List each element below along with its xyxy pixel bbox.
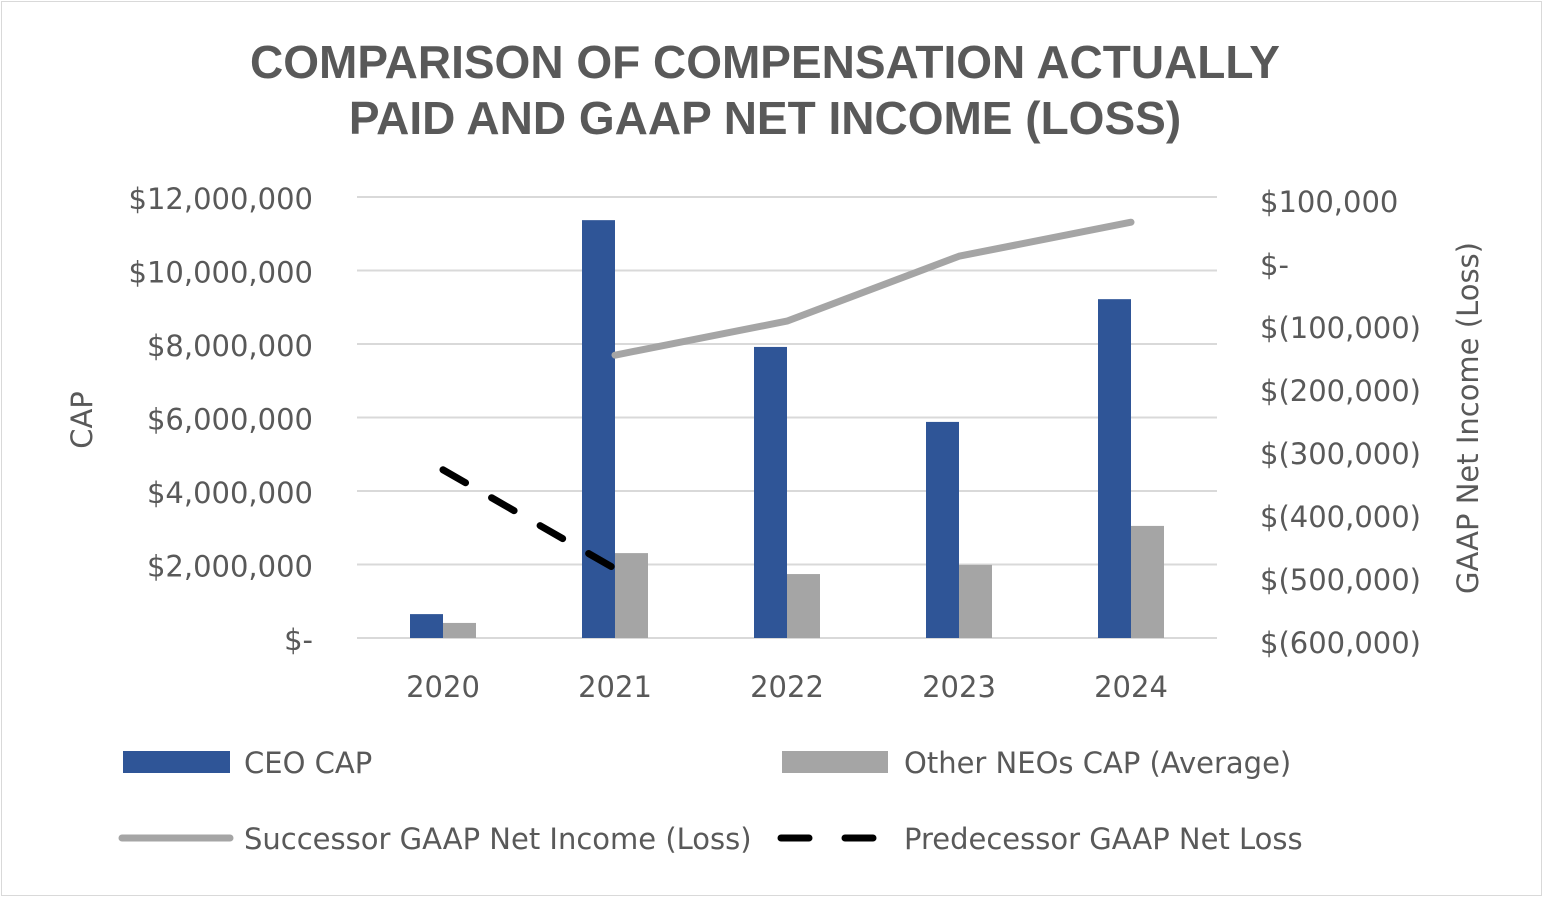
y-tick-label: $2,000,000 xyxy=(147,550,313,584)
bar-ceo-cap xyxy=(926,421,959,638)
x-tick-label: 2024 xyxy=(1094,670,1168,704)
successor-line xyxy=(611,218,1135,359)
y-axis-label: CAP xyxy=(65,391,99,449)
chart-title-line-2: PAID AND GAAP NET INCOME (LOSS) xyxy=(349,92,1181,144)
bar-ceo-cap xyxy=(1098,299,1131,638)
legend-label-ceo-cap: CEO CAP xyxy=(244,746,372,780)
bar-ceo-cap xyxy=(754,346,787,638)
bar-ceo-cap xyxy=(410,614,443,638)
legend-swatch-ceo-cap xyxy=(123,751,230,773)
bar-other-neos-cap xyxy=(787,574,820,638)
y2-axis-label: GAAP Net Income (Loss) xyxy=(1451,242,1485,594)
y2-tick-label: $(200,000) xyxy=(1260,374,1421,408)
legend-label-predecessor: Predecessor GAAP Net Loss xyxy=(904,822,1303,856)
y2-tick-label: $(400,000) xyxy=(1260,500,1421,534)
y-tick-label: $8,000,000 xyxy=(147,329,313,363)
bar-other-neos-cap xyxy=(615,553,648,638)
bar-other-neos-cap xyxy=(443,622,476,638)
y2-tick-label: $- xyxy=(1260,248,1289,282)
x-tick-label: 2022 xyxy=(750,670,824,704)
legend-swatch-other-neos-cap xyxy=(782,751,888,773)
y-tick-label: $- xyxy=(284,623,313,657)
y-tick-label: $6,000,000 xyxy=(147,403,313,437)
y2-tick-label: $(300,000) xyxy=(1260,437,1421,471)
chart-title-line-1: COMPARISON OF COMPENSATION ACTUALLY xyxy=(250,36,1280,88)
bar-other-neos-cap xyxy=(1131,525,1164,638)
y2-tick-label: $100,000 xyxy=(1260,185,1398,219)
y2-tick-label: $(500,000) xyxy=(1260,563,1421,597)
bar-ceo-cap xyxy=(582,220,615,638)
y2-tick-label: $(600,000) xyxy=(1260,626,1421,660)
x-tick-label: 2023 xyxy=(922,670,996,704)
y-tick-label: $4,000,000 xyxy=(147,476,313,510)
predecessor-line xyxy=(439,466,619,573)
legend-label-other-neos-cap: Other NEOs CAP (Average) xyxy=(904,746,1291,780)
y2-tick-label: $(100,000) xyxy=(1260,311,1421,345)
y-tick-label: $12,000,000 xyxy=(129,182,314,216)
legend-label-successor: Successor GAAP Net Income (Loss) xyxy=(244,822,752,856)
x-tick-label: 2020 xyxy=(406,670,480,704)
y-tick-label: $10,000,000 xyxy=(129,256,314,290)
x-tick-label: 2021 xyxy=(578,670,652,704)
bar-other-neos-cap xyxy=(959,564,992,638)
